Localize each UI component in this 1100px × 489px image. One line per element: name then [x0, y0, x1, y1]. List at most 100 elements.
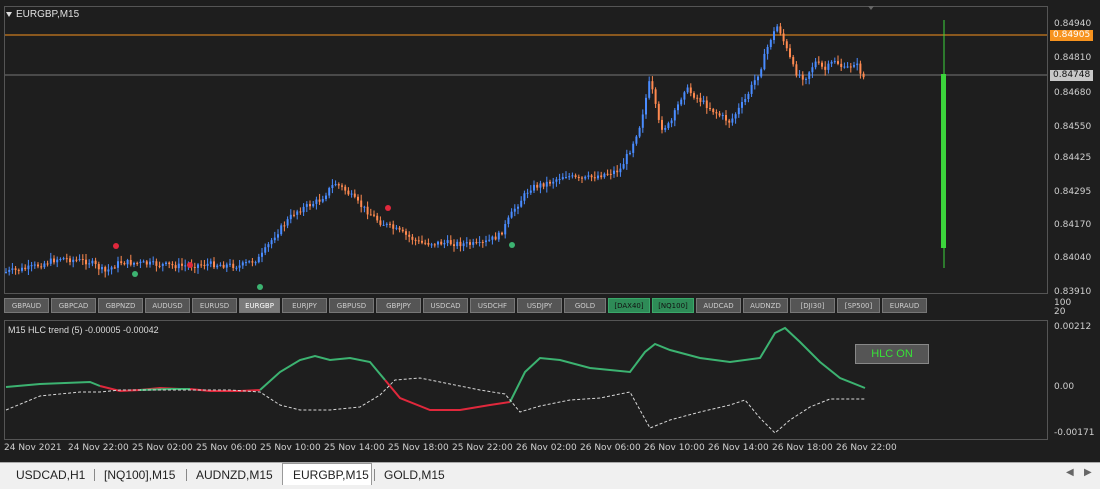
symbol-button[interactable]: GBPNZD: [98, 298, 143, 313]
candle-body: [792, 57, 795, 65]
scroll-right-icon[interactable]: ▶: [1084, 467, 1092, 478]
symbol-button[interactable]: AUDCAD: [696, 298, 741, 313]
candle-body: [840, 63, 843, 67]
candle-body: [312, 203, 315, 207]
time-label: 26 Nov 22:00: [836, 443, 897, 453]
chart-tab[interactable]: USDCAD,H1: [16, 468, 86, 482]
symbol-button[interactable]: [SP500]: [837, 298, 880, 313]
candle-body: [565, 177, 567, 179]
indicator-pane[interactable]: [4, 320, 1048, 440]
candle-body: [625, 153, 628, 165]
candle-body: [437, 241, 439, 245]
symbol-button[interactable]: AUDUSD: [145, 298, 190, 313]
candle-body: [529, 190, 532, 193]
candle-body: [261, 252, 263, 257]
candle-body: [587, 175, 590, 177]
symbol-button[interactable]: GBPUSD: [329, 298, 374, 313]
candle-body: [593, 177, 596, 179]
symbol-button[interactable]: GOLD: [564, 298, 606, 313]
candle-body: [581, 177, 583, 179]
chart-window[interactable]: EURGBP,M15 0.84940 0.84810 0.84680 0.845…: [0, 0, 1100, 462]
chevron-down-icon[interactable]: [6, 12, 12, 17]
chart-tab[interactable]: GOLD,M15: [384, 468, 445, 482]
candle-body: [849, 66, 852, 68]
candle-body: [254, 262, 257, 264]
candle-body: [280, 225, 283, 235]
candle-body: [705, 100, 708, 109]
candle-body: [273, 237, 276, 241]
symbol-button[interactable]: EURUSD: [192, 298, 237, 313]
price-pane[interactable]: [4, 6, 1048, 294]
candle-body: [773, 31, 775, 41]
candle-body: [232, 263, 235, 268]
price-label: 0.84040: [1054, 253, 1092, 263]
candle-body: [721, 115, 724, 117]
price-chart[interactable]: [0, 0, 1100, 300]
time-axis[interactable]: 24 Nov 2021 24 Nov 22:00 25 Nov 02:00 25 No…: [4, 443, 1048, 457]
trend-line-up: [509, 326, 866, 403]
symbol-button[interactable]: EURAUD: [882, 298, 927, 313]
candle-body: [542, 183, 545, 187]
candle-body: [395, 227, 398, 229]
candle-body: [75, 259, 78, 261]
symbol-button[interactable]: USDJPY: [517, 298, 562, 313]
candle-body: [270, 240, 273, 245]
symbol-button[interactable]: GBPJPY: [376, 298, 421, 313]
candle-body: [302, 206, 305, 213]
candle-body: [277, 234, 279, 238]
symbol-button[interactable]: AUDNZD: [743, 298, 788, 313]
price-label: 0.83910: [1054, 287, 1092, 297]
time-label: 26 Nov 10:00: [644, 443, 705, 453]
candle-body: [753, 80, 756, 85]
candle-body: [609, 173, 612, 175]
candle-body: [440, 241, 443, 245]
candle-body: [651, 81, 654, 90]
candle-body: [475, 242, 478, 244]
candle-body: [337, 184, 340, 186]
symbol-button[interactable]: [DAX40]: [608, 298, 650, 313]
shift-marker-icon: [868, 6, 874, 10]
symbol-button[interactable]: GBPAUD: [4, 298, 49, 313]
candle-body: [635, 136, 638, 144]
indicator-title: M15 HLC trend (5) -0.00005 -0.00042: [8, 325, 159, 335]
symbol-button[interactable]: EURGBP: [239, 298, 280, 313]
candle-body: [702, 100, 705, 102]
symbol-button[interactable]: USDCHF: [470, 298, 515, 313]
candle-body: [283, 225, 286, 227]
signal-dot: [385, 205, 391, 211]
candle-body: [328, 188, 331, 196]
symbol-button[interactable]: GBPCAD: [51, 298, 96, 313]
candle-body: [459, 241, 462, 247]
candle-body: [789, 48, 791, 58]
candle-body: [750, 84, 753, 94]
symbol-button[interactable]: EURJPY: [282, 298, 327, 313]
price-axis[interactable]: 0.84940 0.84810 0.84680 0.84550 0.84425 …: [1048, 6, 1100, 317]
candle-body: [235, 267, 238, 269]
chart-tab[interactable]: [NQ100],M15: [104, 468, 176, 482]
candle-body: [171, 264, 174, 266]
candle-body: [766, 47, 769, 54]
candle-body: [145, 261, 148, 265]
candle-body: [654, 89, 657, 104]
chart-tab[interactable]: AUDNZD,M15: [196, 468, 273, 482]
candle-body: [648, 81, 651, 98]
chart-title-text: EURGBP,M15: [16, 9, 80, 20]
candle-body: [14, 268, 17, 270]
symbol-button[interactable]: [NQ100]: [652, 298, 694, 313]
scroll-left-icon[interactable]: ◀: [1066, 467, 1074, 478]
candle-body: [197, 264, 199, 268]
candle-body: [408, 234, 411, 237]
candle-body: [110, 267, 113, 270]
chart-tab[interactable]: EURGBP,M15: [282, 463, 372, 485]
candle-body: [817, 61, 820, 63]
symbol-button[interactable]: [DJI30]: [790, 298, 835, 313]
separator-axis-bottom: 20: [1054, 307, 1066, 317]
candle-body: [373, 214, 375, 216]
range-bar: [941, 74, 946, 248]
symbol-button[interactable]: USDCAD: [423, 298, 468, 313]
indicator-chart[interactable]: [0, 0, 1100, 462]
candle-body: [376, 215, 379, 221]
candle-body: [350, 193, 353, 195]
candle-body: [379, 220, 382, 225]
hlc-on-button[interactable]: HLC ON: [855, 344, 929, 364]
